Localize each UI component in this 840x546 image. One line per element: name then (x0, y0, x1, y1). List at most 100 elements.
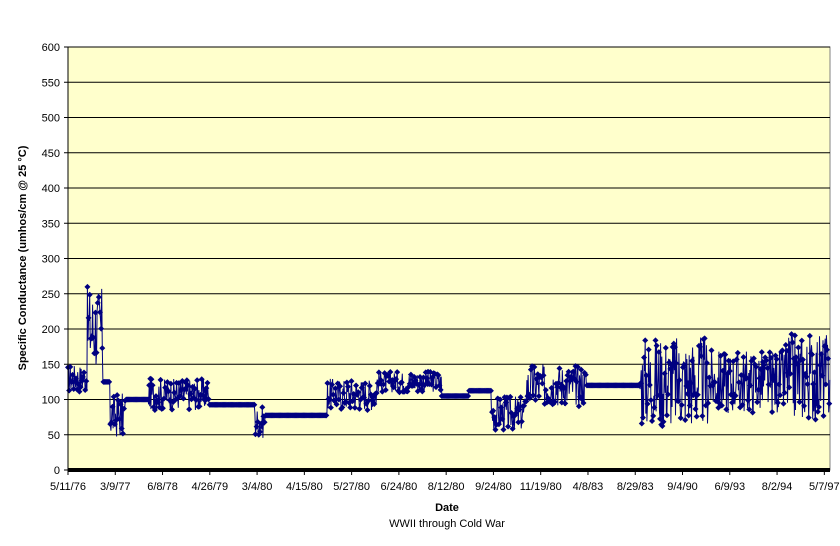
data-point (333, 401, 340, 408)
data-point (516, 406, 523, 413)
data-point (196, 403, 203, 410)
data-point (186, 406, 193, 413)
data-point (526, 395, 533, 402)
y-tick-label: 100 (42, 395, 60, 407)
data-point (193, 396, 200, 403)
data-point (582, 371, 589, 378)
data-point (697, 343, 704, 350)
data-point (773, 356, 780, 363)
data-point (782, 342, 789, 349)
data-point (404, 388, 411, 395)
y-tick-label: 200 (42, 324, 60, 336)
data-point (90, 334, 97, 341)
data-point (339, 404, 346, 411)
data-point (77, 384, 84, 391)
data-point (353, 382, 360, 389)
data-point (766, 349, 773, 356)
data-point (573, 378, 580, 385)
data-point (371, 400, 378, 407)
data-point (701, 335, 708, 342)
data-point (171, 389, 178, 396)
data-point (743, 375, 750, 382)
data-point (177, 392, 184, 399)
data-point (722, 351, 729, 358)
data-point (820, 412, 827, 419)
data-point (655, 349, 662, 356)
y-tick-label: 600 (42, 42, 60, 54)
data-point (94, 299, 101, 306)
data-point (563, 377, 570, 384)
x-tick-label: 8/12/80 (428, 481, 465, 493)
data-point (185, 382, 192, 389)
data-point (555, 380, 562, 387)
data-point (151, 407, 158, 414)
data-point (779, 347, 786, 354)
data-point (153, 393, 160, 400)
data-point (118, 425, 125, 432)
data-point (771, 373, 778, 380)
data-point (542, 387, 549, 394)
data-point (637, 380, 644, 387)
x-tick-label: 6/24/80 (381, 481, 418, 493)
data-point (97, 309, 104, 316)
data-point (355, 389, 362, 396)
data-point (149, 382, 156, 389)
data-point (793, 354, 800, 361)
data-point (739, 401, 746, 408)
data-point (575, 403, 582, 410)
data-point (711, 379, 718, 386)
data-point (703, 359, 710, 366)
data-point (421, 382, 428, 389)
data-point (366, 382, 373, 389)
data-point (761, 361, 768, 368)
data-point (723, 406, 730, 413)
data-point (754, 399, 761, 406)
data-point (823, 346, 830, 353)
data-point (681, 361, 688, 368)
data-point (796, 399, 803, 406)
x-tick-label: 5/27/80 (333, 481, 370, 493)
x-axis-ticks: 5/11/76 3/9/77 6/8/78 4/26/79 3/4/80 4/15/80 5… (50, 470, 840, 493)
data-point (767, 354, 774, 361)
data-point (145, 396, 152, 403)
data-point (498, 404, 505, 411)
data-point (523, 398, 530, 405)
data-point (687, 380, 694, 387)
y-tick-label: 500 (42, 113, 60, 125)
data-point (814, 408, 821, 415)
data-point (465, 392, 472, 399)
data-point (685, 412, 692, 419)
data-point (791, 332, 798, 339)
data-point (324, 380, 331, 387)
data-point (327, 404, 334, 411)
data-point (393, 376, 400, 383)
data-point (332, 385, 339, 392)
data-point (694, 391, 701, 398)
data-point (578, 366, 585, 373)
data-point (650, 412, 657, 419)
data-point (329, 381, 336, 388)
data-point (774, 399, 781, 406)
data-point (663, 412, 670, 419)
data-point (780, 400, 787, 407)
data-point (326, 396, 333, 403)
data-point (811, 369, 818, 376)
data-point (435, 372, 442, 379)
data-point (95, 294, 102, 301)
data-point (365, 397, 372, 404)
data-point (194, 377, 201, 384)
data-point (261, 419, 268, 426)
data-point (653, 342, 660, 349)
data-point (81, 369, 88, 376)
x-tick-label: 5/11/76 (50, 481, 86, 493)
data-point (777, 392, 784, 399)
data-point (806, 332, 813, 339)
data-point (437, 386, 444, 393)
data-point (708, 347, 715, 354)
data-point (645, 346, 652, 353)
data-point (98, 325, 105, 332)
data-point (727, 391, 734, 398)
data-point (387, 368, 394, 375)
data-point (805, 414, 812, 421)
data-point (657, 415, 664, 422)
